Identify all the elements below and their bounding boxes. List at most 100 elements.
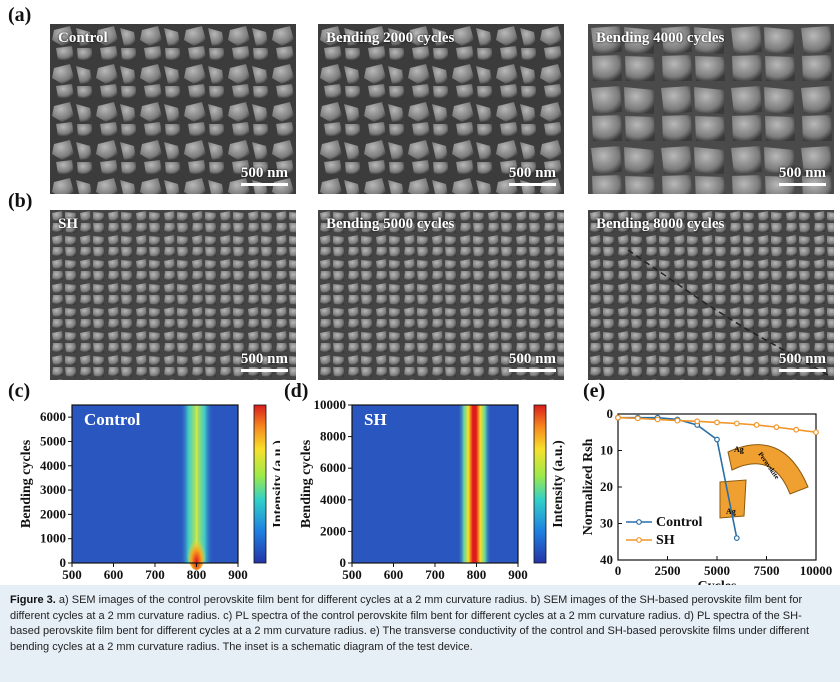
y-tick-label: 4000 xyxy=(320,492,346,507)
y-tick-label: 10000 xyxy=(314,397,347,412)
data-point xyxy=(714,419,720,426)
y-tick-label: 10 xyxy=(600,443,613,458)
panel-label-c: (c) xyxy=(8,380,31,402)
x-tick-label: 700 xyxy=(425,567,445,582)
caption-text: a) SEM images of the control perovskite … xyxy=(10,594,810,653)
scale-bar: 500 nm xyxy=(508,351,556,372)
data-point xyxy=(753,422,760,428)
data-point xyxy=(654,416,661,423)
y-tick-label: 2000 xyxy=(40,506,66,521)
panel-label-e: (e) xyxy=(583,380,606,402)
data-point xyxy=(813,429,819,436)
y-tick-label: 20 xyxy=(600,479,613,494)
scale-bar: 500 nm xyxy=(778,351,826,372)
plot-frame xyxy=(617,413,817,561)
y-tick-label: 6000 xyxy=(320,460,346,475)
y-tick-label: 0 xyxy=(607,406,614,421)
x-tick-label: 900 xyxy=(508,567,528,582)
data-point xyxy=(694,418,701,425)
sem-title: Bending 2000 cycles xyxy=(326,30,455,46)
colorbar xyxy=(253,404,267,564)
sem-texture xyxy=(50,24,296,194)
sem-image-bending-5000: Bending 5000 cycles 500 nm xyxy=(318,210,564,380)
scale-bar: 500 nm xyxy=(240,351,288,372)
x-tick-label: 800 xyxy=(187,567,207,582)
x-tick-label: 500 xyxy=(342,567,362,582)
y-tick-label: 1000 xyxy=(40,531,66,546)
legend-label: SH xyxy=(656,533,675,548)
y-tick-label: 30 xyxy=(600,516,613,531)
y-tick-label: 8000 xyxy=(320,429,346,444)
heatmap-control: 500 600 700 800 900 0 1000 2000 3000 4000 5000 6000… xyxy=(19,404,280,582)
data-point xyxy=(615,414,621,421)
y-tick-label: 5000 xyxy=(40,433,66,448)
x-tick-label: 600 xyxy=(104,567,124,582)
sem-texture xyxy=(588,210,834,380)
x-tick-label: 800 xyxy=(467,567,487,582)
x-tick-label: 2500 xyxy=(655,563,681,578)
sem-texture xyxy=(318,210,564,380)
panel-label-b: (b) xyxy=(8,190,33,212)
panel-label-a: (a) xyxy=(8,4,32,26)
y-tick-label: 0 xyxy=(60,555,67,570)
data-point xyxy=(793,426,800,433)
sem-title: Control xyxy=(58,30,108,46)
inset-label: Ag xyxy=(734,445,744,454)
sem-image-sh: SH 500 nm xyxy=(50,210,296,380)
sem-title: Bending 4000 cycles xyxy=(596,30,725,46)
y-tick-label: 3000 xyxy=(40,482,66,497)
sem-texture xyxy=(318,24,564,194)
x-tick-label: 900 xyxy=(228,567,248,582)
x-tick-label: 7500 xyxy=(754,563,780,578)
chart-title: SH xyxy=(364,410,387,429)
sem-image-bending-4000: Bending 4000 cycles 500 nm xyxy=(588,24,834,194)
x-tick-label: 700 xyxy=(145,567,165,582)
colorbar-label: Intensity (a.u.) xyxy=(271,440,280,528)
x-tick-label: 500 xyxy=(62,567,82,582)
y-tick-label: 40 xyxy=(600,552,613,567)
x-tick-label: 0 xyxy=(615,563,622,578)
figure-caption: Figure 3. a) SEM images of the control p… xyxy=(0,585,840,682)
scale-bar: 500 nm xyxy=(240,165,288,186)
y-axis-title: Bending cycles xyxy=(299,439,314,528)
sem-title: SH xyxy=(58,216,79,232)
y-tick-label: 4000 xyxy=(40,458,66,473)
sem-title: Bending 5000 cycles xyxy=(326,216,455,232)
panel-label-d: (d) xyxy=(284,380,309,402)
sem-title: Bending 8000 cycles xyxy=(596,216,725,232)
x-tick-label: 10000 xyxy=(800,563,833,578)
chart-title: Control xyxy=(84,410,141,429)
x-tick-label: 5000 xyxy=(704,563,730,578)
legend-label: Control xyxy=(656,515,703,530)
data-point xyxy=(733,535,740,542)
colorbar xyxy=(533,404,547,564)
inset-device xyxy=(727,444,809,495)
line-chart-rsh: 0 2500 5000 7500 10000 0 10 20 30 40 Cycles Normali… xyxy=(581,406,833,588)
sem-texture xyxy=(50,210,296,380)
data-point xyxy=(714,436,720,443)
data-point xyxy=(674,417,681,424)
caption-label: Figure 3. xyxy=(10,594,56,606)
data-point xyxy=(634,415,641,422)
y-tick-label: 0 xyxy=(340,555,347,570)
y-axis-title: Normalized Rsh xyxy=(581,438,596,535)
x-tick-label: 600 xyxy=(384,567,404,582)
legend-marker xyxy=(636,519,642,525)
legend-marker xyxy=(636,537,642,543)
y-axis-title: Bending cycles xyxy=(19,439,34,528)
scale-bar: 500 nm xyxy=(778,165,826,186)
sem-image-bending-2000: Bending 2000 cycles 500 nm xyxy=(318,24,564,194)
data-point xyxy=(773,424,780,431)
y-tick-label: 6000 xyxy=(40,409,66,424)
data-point xyxy=(733,420,740,427)
colorbar-label: Intensity (a.u.) xyxy=(551,440,566,528)
pl-band xyxy=(457,405,492,563)
sem-image-control: Control 500 nm xyxy=(50,24,296,194)
pl-peak-hotspot xyxy=(186,526,207,570)
heatmap-sh: 5006007008009000200040006000800010000Wav… xyxy=(299,397,566,582)
scale-bar: 500 nm xyxy=(508,165,556,186)
sem-texture xyxy=(588,24,834,194)
y-tick-label: 2000 xyxy=(320,523,346,538)
sem-image-bending-8000: Bending 8000 cycles 500 nm xyxy=(588,210,834,380)
